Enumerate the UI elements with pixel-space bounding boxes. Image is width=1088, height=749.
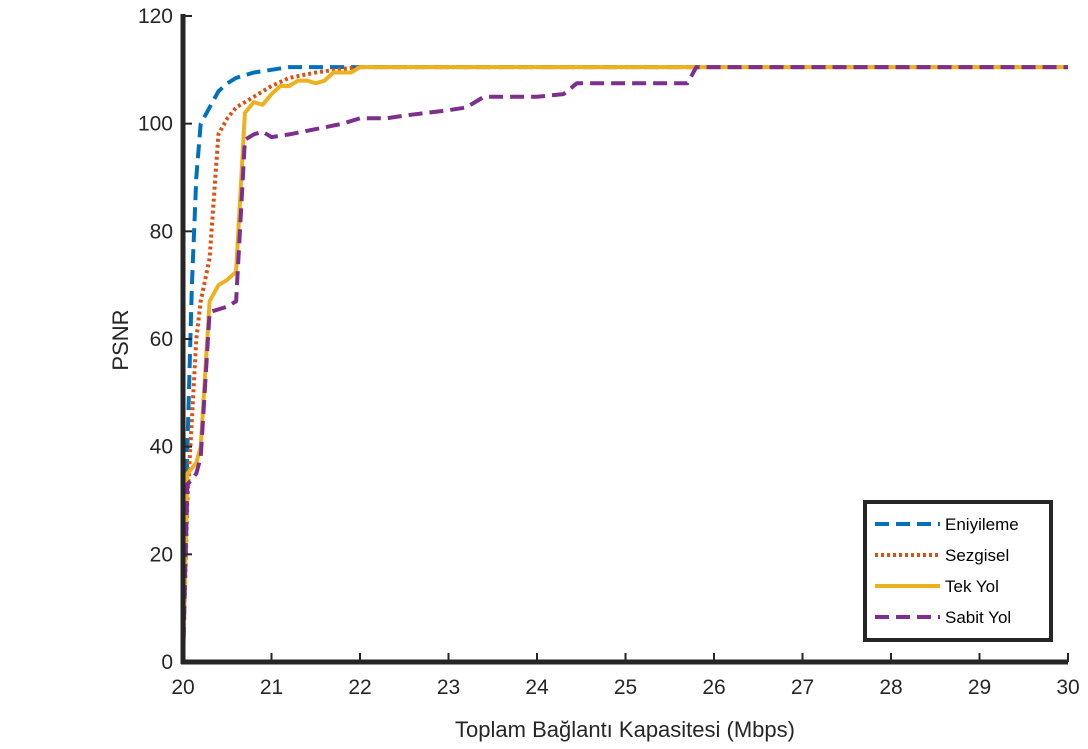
x-tick-label: 21 [260,676,283,699]
axes-layer [180,14,1069,665]
x-tick-label: 30 [1056,676,1079,699]
y-tick-label: 20 [150,543,173,566]
x-tick-label: 23 [437,676,460,699]
legend: Eniyileme Sezgisel Tek Yol Sabit Yol [863,500,1053,642]
x-tick-label: 26 [702,676,725,699]
series-layer [181,65,1068,663]
y-tick-label: 40 [150,436,173,459]
x-tick-label: 29 [968,676,991,699]
x-tick-label: 22 [348,676,371,699]
legend-label-1: Eniyileme [945,515,1019,534]
legend-label-3: Tek Yol [945,577,999,596]
series-line-2 [181,65,1068,663]
legend-label-4: Sabit Yol [945,608,1011,627]
series-line-4 [181,65,1068,663]
y-tick-label: 100 [138,113,173,136]
x-tick-label: 20 [171,676,194,699]
y-tick-label: 80 [150,220,173,243]
legend-label-2: Sezgisel [945,546,1009,565]
y-axis-title: PSNR [108,309,133,370]
x-tick-label: 24 [525,676,549,699]
y-tick-label: 60 [150,328,173,351]
y-tick-label: 0 [161,651,173,674]
x-tick-label: 28 [879,676,902,699]
x-tick-label: 27 [791,676,814,699]
x-tick-label: 25 [614,676,637,699]
y-tick-label: 120 [138,5,173,28]
x-axis-title: Toplam Bağlantı Kapasitesi (Mbps) [455,717,795,742]
